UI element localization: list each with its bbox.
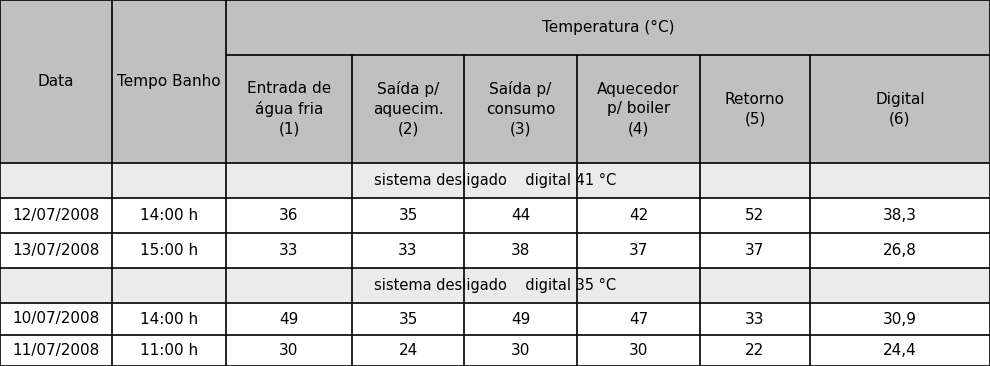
Text: 26,8: 26,8	[883, 243, 917, 258]
Bar	[226, 55, 990, 163]
Text: 30,9: 30,9	[883, 311, 917, 326]
Text: Digital
(6): Digital (6)	[875, 92, 925, 126]
Text: 37: 37	[745, 243, 764, 258]
Text: 38,3: 38,3	[883, 208, 917, 223]
Text: 10/07/2008: 10/07/2008	[12, 311, 100, 326]
Text: 42: 42	[629, 208, 648, 223]
Text: 22: 22	[745, 343, 764, 358]
Text: Entrada de
água fria
(1): Entrada de água fria (1)	[247, 81, 331, 137]
Text: 15:00 h: 15:00 h	[140, 243, 198, 258]
Text: 35: 35	[398, 208, 418, 223]
Bar	[0, 303, 990, 335]
Text: 52: 52	[745, 208, 764, 223]
Text: 47: 47	[629, 311, 648, 326]
Bar	[0, 233, 990, 268]
Text: 11/07/2008: 11/07/2008	[12, 343, 100, 358]
Text: 35: 35	[398, 311, 418, 326]
Text: Tempo Banho: Tempo Banho	[117, 74, 221, 89]
Bar	[226, 0, 990, 55]
Text: 37: 37	[629, 243, 648, 258]
Text: Retorno
(5): Retorno (5)	[725, 92, 785, 126]
Text: 33: 33	[745, 311, 764, 326]
Text: 36: 36	[279, 208, 299, 223]
Text: Aquecedor
p/ boiler
(4): Aquecedor p/ boiler (4)	[597, 82, 680, 136]
Text: Saída p/
consumo
(3): Saída p/ consumo (3)	[486, 81, 555, 137]
Bar	[0, 335, 990, 366]
Text: Temperatura (°C): Temperatura (°C)	[542, 20, 674, 35]
Bar	[0, 198, 990, 233]
Text: 12/07/2008: 12/07/2008	[12, 208, 100, 223]
Text: 33: 33	[279, 243, 299, 258]
Text: sistema desligado    digital 35 °C: sistema desligado digital 35 °C	[374, 278, 616, 293]
Text: 14:00 h: 14:00 h	[140, 311, 198, 326]
Text: 24: 24	[398, 343, 418, 358]
Text: 30: 30	[629, 343, 648, 358]
Text: 49: 49	[279, 311, 299, 326]
Text: Saída p/
aquecim.
(2): Saída p/ aquecim. (2)	[372, 81, 444, 137]
Text: 30: 30	[279, 343, 299, 358]
Text: 30: 30	[511, 343, 531, 358]
Text: 11:00 h: 11:00 h	[140, 343, 198, 358]
Text: 44: 44	[511, 208, 530, 223]
Bar	[0, 163, 990, 198]
Text: 24,4: 24,4	[883, 343, 917, 358]
Text: 13/07/2008: 13/07/2008	[12, 243, 100, 258]
Text: 14:00 h: 14:00 h	[140, 208, 198, 223]
Text: Data: Data	[38, 74, 74, 89]
Bar	[0, 268, 990, 303]
Bar	[0, 0, 226, 163]
Text: 49: 49	[511, 311, 531, 326]
Text: 33: 33	[398, 243, 418, 258]
Text: sistema desligado    digital 41 °C: sistema desligado digital 41 °C	[374, 173, 616, 188]
Text: 38: 38	[511, 243, 531, 258]
